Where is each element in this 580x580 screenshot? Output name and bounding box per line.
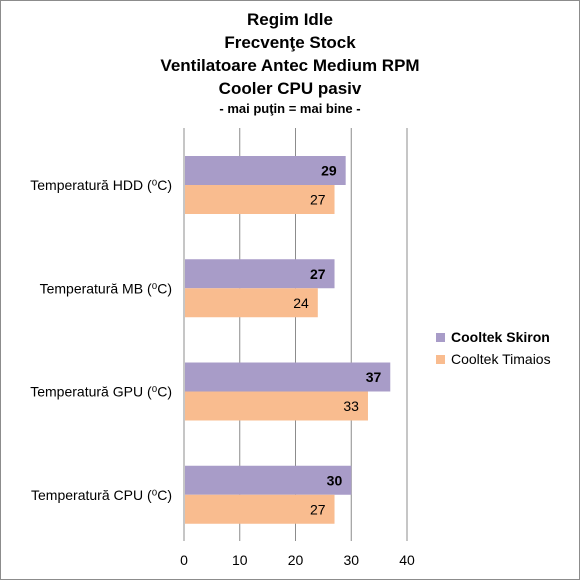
category-label: Temperatură HDD (⁰C): [30, 177, 172, 193]
bar: [185, 494, 335, 524]
category-label: Temperatură CPU (⁰C): [31, 487, 172, 503]
x-tick-label: 30: [343, 552, 359, 568]
chart-subtitle: - mai puţin = mai bine -: [219, 101, 361, 116]
legend-label-series-2: Cooltek Timaios: [451, 351, 551, 367]
bar: [185, 185, 335, 214]
x-tick-label: 40: [399, 552, 415, 568]
chart-title-line-4: Cooler CPU pasiv: [218, 79, 362, 98]
chart-title-line-3: Ventilatoare Antec Medium RPM: [160, 56, 420, 75]
bar: [185, 362, 391, 392]
chart-title-line-2: Frecvenţe Stock: [224, 33, 356, 52]
category-labels-group: Temperatură HDD (⁰C) Temperatură MB (⁰C) T…: [30, 177, 172, 503]
bar: [185, 288, 318, 318]
x-tick-label: 10: [232, 552, 248, 568]
x-tick-label: 20: [288, 552, 304, 568]
bar: [185, 156, 346, 185]
category-label: Temperatură GPU (⁰C): [30, 384, 172, 400]
data-label: 24: [293, 295, 309, 311]
data-label: 27: [310, 192, 326, 208]
x-tick-label: 0: [180, 552, 188, 568]
legend-swatch-series-2: [436, 354, 445, 364]
data-label: 33: [343, 398, 359, 414]
legend-item-series-2: Cooltek Timaios: [436, 348, 551, 370]
bar: [185, 465, 352, 495]
legend: Cooltek Skiron Cooltek Timaios: [436, 326, 551, 370]
x-axis-ticks-group: 0 10 20 30 40: [180, 552, 415, 568]
legend-label-series-1: Cooltek Skiron: [451, 329, 550, 345]
bars-group: [185, 156, 391, 524]
legend-item-series-1: Cooltek Skiron: [436, 326, 551, 348]
chart-title-line-1: Regim Idle: [247, 10, 333, 29]
category-label: Temperatură MB (⁰C): [40, 280, 172, 296]
data-label: 30: [327, 472, 343, 488]
data-label: 29: [321, 163, 337, 179]
legend-swatch-series-1: [436, 332, 445, 342]
data-label: 27: [310, 266, 326, 282]
bar: [185, 259, 335, 289]
bar: [185, 391, 368, 421]
data-label: 27: [310, 501, 326, 517]
data-label: 37: [366, 369, 382, 385]
